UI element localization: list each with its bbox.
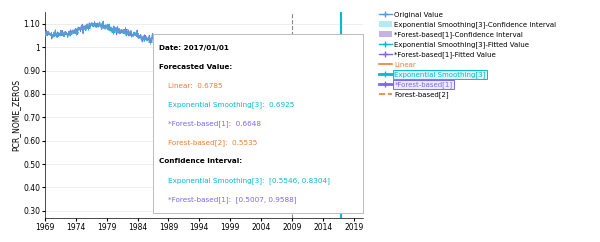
FancyBboxPatch shape (153, 34, 363, 213)
Text: Exponential Smoothing[3]:  0.6925: Exponential Smoothing[3]: 0.6925 (168, 101, 294, 108)
Text: Confidence Interval:: Confidence Interval: (160, 159, 242, 164)
Text: Exponential Smoothing[3]:  [0.5546, 0.8304]: Exponential Smoothing[3]: [0.5546, 0.830… (168, 177, 329, 184)
Y-axis label: PCR_NOME_ZEROS: PCR_NOME_ZEROS (11, 79, 20, 151)
Text: Date: 2017/01/01: Date: 2017/01/01 (160, 45, 229, 51)
Legend: Original Value, Exponential Smoothing[3]-Confidence Interval, *Forest-based[1]-C: Original Value, Exponential Smoothing[3]… (379, 11, 557, 98)
Text: Forecasted Value:: Forecasted Value: (160, 64, 233, 70)
Text: *Forest-based[1]:  [0.5007, 0.9588]: *Forest-based[1]: [0.5007, 0.9588] (168, 196, 296, 203)
Text: Linear:  0.6785: Linear: 0.6785 (168, 83, 223, 89)
Text: *Forest-based[1]:  0.6648: *Forest-based[1]: 0.6648 (168, 121, 260, 127)
Text: Forest-based[2]:  0.5535: Forest-based[2]: 0.5535 (168, 139, 257, 146)
